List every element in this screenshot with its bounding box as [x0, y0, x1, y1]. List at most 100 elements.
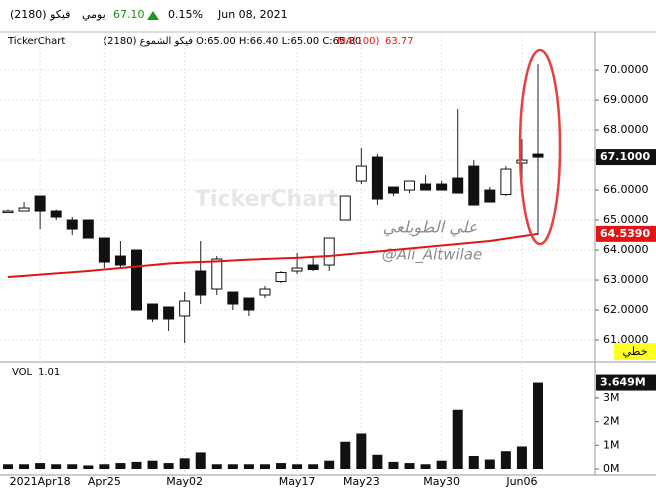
y-tick-label: 62.0000	[603, 303, 649, 316]
candle-body	[147, 303, 159, 320]
candle-body	[307, 264, 319, 271]
candle-body	[532, 153, 544, 158]
watermark: TickerChart	[195, 187, 339, 212]
candle-body	[420, 183, 432, 191]
ma-label: MA(100)	[337, 36, 379, 47]
period: يومي	[82, 8, 106, 21]
volume-bar	[308, 464, 319, 469]
candle-body	[484, 189, 496, 203]
y-tick-label: 69.0000	[603, 93, 649, 106]
candle-body	[452, 177, 464, 194]
volume-bar	[292, 464, 303, 469]
volume-bar	[67, 464, 78, 469]
y-tick-label: 65.0000	[603, 213, 649, 226]
volume-bar	[516, 446, 527, 469]
candle-body	[259, 288, 271, 296]
candle-body	[82, 219, 94, 239]
volume-bar	[163, 463, 174, 469]
volume-bar	[356, 433, 367, 469]
symbol: فيكو (2180)	[10, 8, 70, 21]
volume-bar	[35, 463, 46, 469]
last-ma-label-box	[596, 225, 656, 242]
volume-bar	[131, 461, 142, 469]
candle-body	[227, 291, 239, 305]
candle-body	[114, 255, 126, 266]
candle-body	[404, 180, 416, 191]
last-ma-label: 64.5390	[600, 227, 650, 240]
y-tick-label: 70.0000	[603, 63, 649, 76]
volume-bar	[19, 464, 30, 469]
x-tick-label: May30	[423, 475, 460, 488]
candle-body	[34, 195, 46, 212]
volume-bar	[388, 461, 399, 469]
candle-body	[130, 249, 142, 311]
ma-value: 63.77	[385, 36, 414, 47]
watermark: علي الطويلعي	[383, 218, 478, 237]
volume-bar	[500, 451, 511, 469]
change: 0.15%	[168, 8, 203, 21]
volume-bar	[51, 464, 62, 469]
volume-bar	[276, 463, 287, 469]
last-volume-label-box	[596, 374, 656, 391]
candle-body	[2, 210, 14, 214]
candle-body	[50, 210, 62, 218]
volume-bar	[83, 465, 94, 469]
last-close-label: 67.1000	[600, 150, 650, 163]
volume-bar	[147, 460, 158, 469]
last-volume-label: 3.649M	[600, 376, 646, 389]
volume-bar	[533, 382, 543, 469]
candle-body	[387, 186, 399, 194]
volume-bar	[340, 441, 351, 469]
volume-bar	[99, 464, 110, 469]
x-tick-label: May17	[279, 475, 316, 488]
candle-body	[339, 195, 351, 221]
x-tick-label: Jun06	[505, 475, 537, 488]
candle-body	[355, 165, 367, 182]
y-tick-label: 64.0000	[603, 243, 649, 256]
volume-tick-label: 2M	[603, 415, 620, 428]
candle-body	[98, 237, 110, 263]
volume-bar	[484, 459, 495, 469]
y-tick-label: 66.0000	[603, 183, 649, 196]
candle-body	[500, 168, 512, 196]
ma-line	[7, 232, 539, 279]
date: Jun 08, 2021	[217, 8, 288, 21]
volume-bar	[468, 455, 479, 469]
chart-title: فيكو الشموع (2180)	[103, 36, 193, 47]
volume-bar	[227, 464, 238, 469]
candle-body	[468, 165, 480, 206]
volume-bar	[211, 464, 222, 469]
candle-body	[179, 300, 191, 317]
x-tick-label: Apr25	[88, 475, 121, 488]
candle-body	[323, 237, 335, 266]
price: 67.10	[113, 8, 145, 21]
volume-bar	[115, 463, 126, 469]
volume-bar	[420, 464, 431, 469]
volume-bar	[324, 460, 335, 469]
volume-tick-label: 3M	[603, 391, 620, 404]
candle-body	[516, 159, 528, 164]
y-tick-label: 63.0000	[603, 273, 649, 286]
scale-label[interactable]: خطي	[623, 345, 648, 358]
candle-body	[371, 156, 383, 200]
candle-body	[18, 207, 30, 212]
candle-body	[243, 297, 255, 311]
volume-label: VOL	[12, 367, 33, 378]
volume-bar	[259, 464, 270, 469]
x-tick-label: May02	[166, 475, 203, 488]
up-arrow	[147, 11, 159, 20]
highlight-ellipse	[518, 48, 562, 246]
volume-bar	[3, 464, 13, 469]
volume-tick-label: 1M	[603, 438, 620, 451]
volume-bar	[195, 452, 206, 469]
x-tick-label: May23	[343, 475, 380, 488]
candle-body	[195, 270, 207, 296]
volume-value: 1.01	[38, 367, 60, 378]
y-tick-label: 68.0000	[603, 123, 649, 136]
volume-bar	[436, 460, 447, 469]
x-tick-label: 2021Apr18	[10, 475, 71, 488]
scale-button[interactable]	[614, 343, 656, 360]
volume-tick-label: 0M	[603, 462, 620, 475]
volume-bar	[404, 463, 415, 469]
